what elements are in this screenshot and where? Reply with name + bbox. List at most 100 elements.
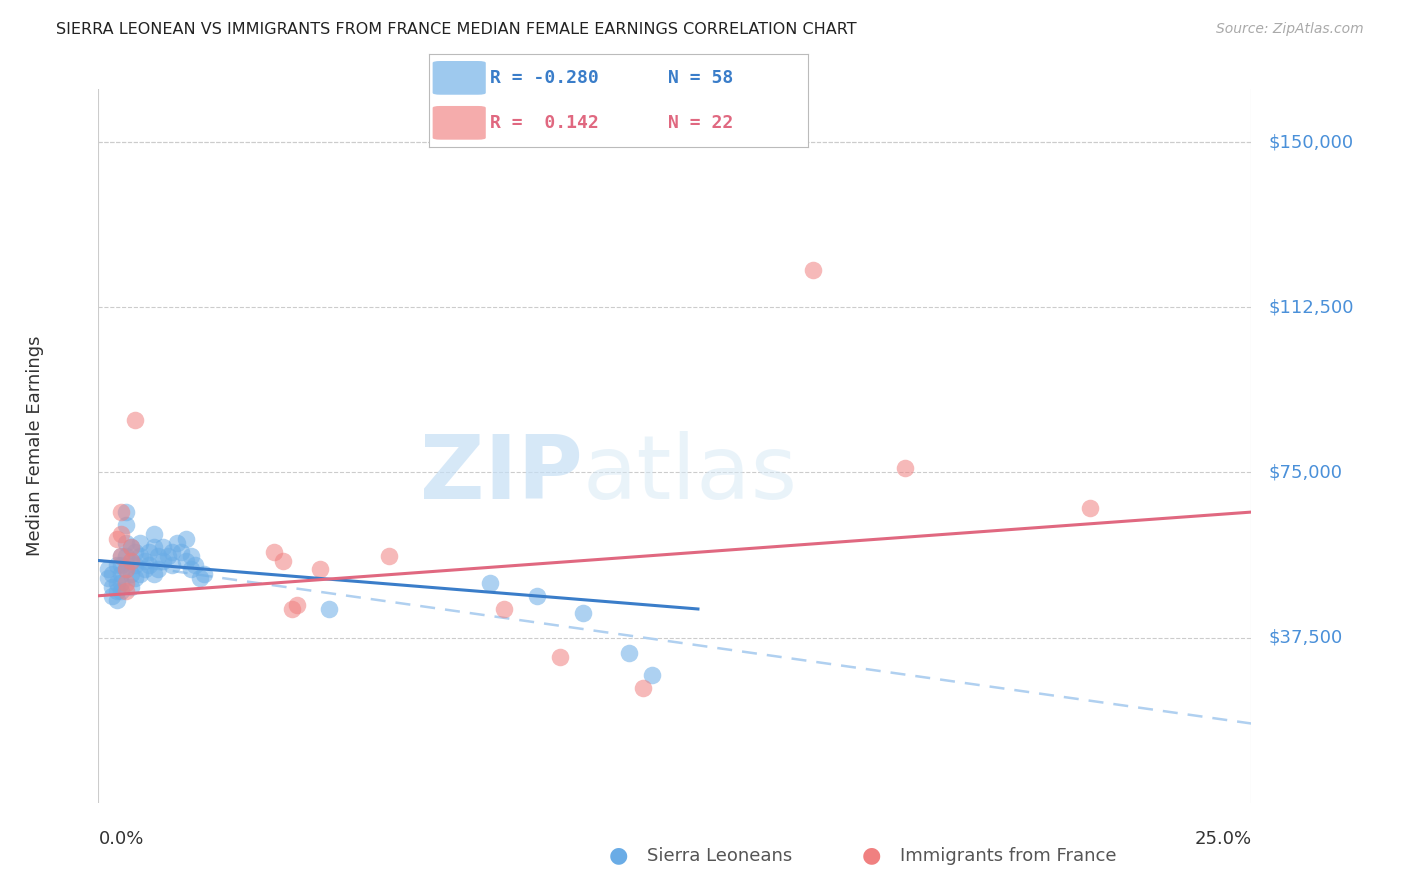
FancyBboxPatch shape <box>433 106 486 140</box>
Point <box>166 536 188 550</box>
Point <box>526 589 548 603</box>
Point <box>120 541 142 555</box>
Point <box>174 553 197 567</box>
Text: SIERRA LEONEAN VS IMMIGRANTS FROM FRANCE MEDIAN FEMALE EARNINGS CORRELATION CHAR: SIERRA LEONEAN VS IMMIGRANTS FROM FRANCE… <box>56 22 856 37</box>
Point <box>101 566 124 581</box>
Point <box>115 536 138 550</box>
Point <box>156 549 179 563</box>
Point <box>281 602 304 616</box>
Text: R = -0.280: R = -0.280 <box>489 69 599 87</box>
Point <box>110 558 132 572</box>
Point <box>110 575 132 590</box>
Point <box>115 505 138 519</box>
Text: Source: ZipAtlas.com: Source: ZipAtlas.com <box>1216 22 1364 37</box>
Point <box>129 566 152 581</box>
Text: Sierra Leoneans: Sierra Leoneans <box>647 847 792 865</box>
Text: atlas: atlas <box>582 431 797 518</box>
Point <box>160 558 183 572</box>
Point <box>101 580 124 594</box>
Point <box>124 545 146 559</box>
Text: R =  0.142: R = 0.142 <box>489 114 599 132</box>
Point <box>378 549 401 563</box>
Text: $37,500: $37,500 <box>1268 629 1343 647</box>
Point <box>110 584 132 599</box>
Text: ZIP: ZIP <box>420 431 582 518</box>
Point <box>120 553 142 567</box>
Point <box>101 589 124 603</box>
Point <box>494 602 516 616</box>
Point <box>120 566 142 581</box>
Text: Immigrants from France: Immigrants from France <box>900 847 1116 865</box>
Text: N = 22: N = 22 <box>668 114 734 132</box>
Point <box>148 549 170 563</box>
Point <box>193 566 215 581</box>
Text: 0.0%: 0.0% <box>98 830 143 847</box>
Point <box>115 549 138 563</box>
Point <box>124 558 146 572</box>
Text: $112,500: $112,500 <box>1268 298 1354 317</box>
Point <box>105 558 128 572</box>
Point <box>120 580 142 594</box>
Point <box>142 527 165 541</box>
Point <box>479 575 502 590</box>
Point <box>285 598 308 612</box>
Point <box>134 553 156 567</box>
Point <box>170 545 193 559</box>
Point <box>152 553 174 567</box>
Point <box>120 541 142 555</box>
Point <box>318 602 340 616</box>
Point <box>115 575 138 590</box>
Point <box>115 562 138 576</box>
Text: 25.0%: 25.0% <box>1194 830 1251 847</box>
Point <box>129 536 152 550</box>
Point <box>138 558 160 572</box>
Point <box>138 545 160 559</box>
Point <box>110 566 132 581</box>
Point <box>97 571 120 585</box>
Point <box>105 532 128 546</box>
Point <box>180 562 202 576</box>
Text: ●: ● <box>609 846 628 865</box>
Point <box>1078 500 1101 515</box>
Point <box>263 545 285 559</box>
Point <box>110 505 132 519</box>
Point <box>148 562 170 576</box>
Point <box>801 262 824 277</box>
Text: ●: ● <box>862 846 882 865</box>
Text: Median Female Earnings: Median Female Earnings <box>27 335 44 557</box>
Point <box>129 549 152 563</box>
Point <box>110 527 132 541</box>
Point <box>142 541 165 555</box>
Text: $75,000: $75,000 <box>1268 464 1343 482</box>
Point <box>641 668 664 682</box>
Point <box>134 562 156 576</box>
Point <box>631 681 654 696</box>
Point <box>152 541 174 555</box>
Point <box>120 553 142 567</box>
FancyBboxPatch shape <box>433 61 486 95</box>
Point <box>308 562 330 576</box>
Point <box>142 566 165 581</box>
Point <box>180 549 202 563</box>
Point <box>571 607 593 621</box>
Point <box>184 558 207 572</box>
Point <box>188 571 211 585</box>
Point <box>105 575 128 590</box>
Point <box>115 584 138 599</box>
Point <box>124 412 146 426</box>
Point <box>110 549 132 563</box>
Point <box>105 593 128 607</box>
Point <box>174 532 197 546</box>
Point <box>124 571 146 585</box>
Point <box>160 545 183 559</box>
Point <box>617 646 640 660</box>
Text: $150,000: $150,000 <box>1268 133 1354 151</box>
Point <box>894 461 917 475</box>
Point <box>105 584 128 599</box>
Point <box>115 518 138 533</box>
Text: N = 58: N = 58 <box>668 69 734 87</box>
Point <box>548 650 571 665</box>
Point <box>97 562 120 576</box>
Point <box>115 562 138 576</box>
Point <box>110 549 132 563</box>
